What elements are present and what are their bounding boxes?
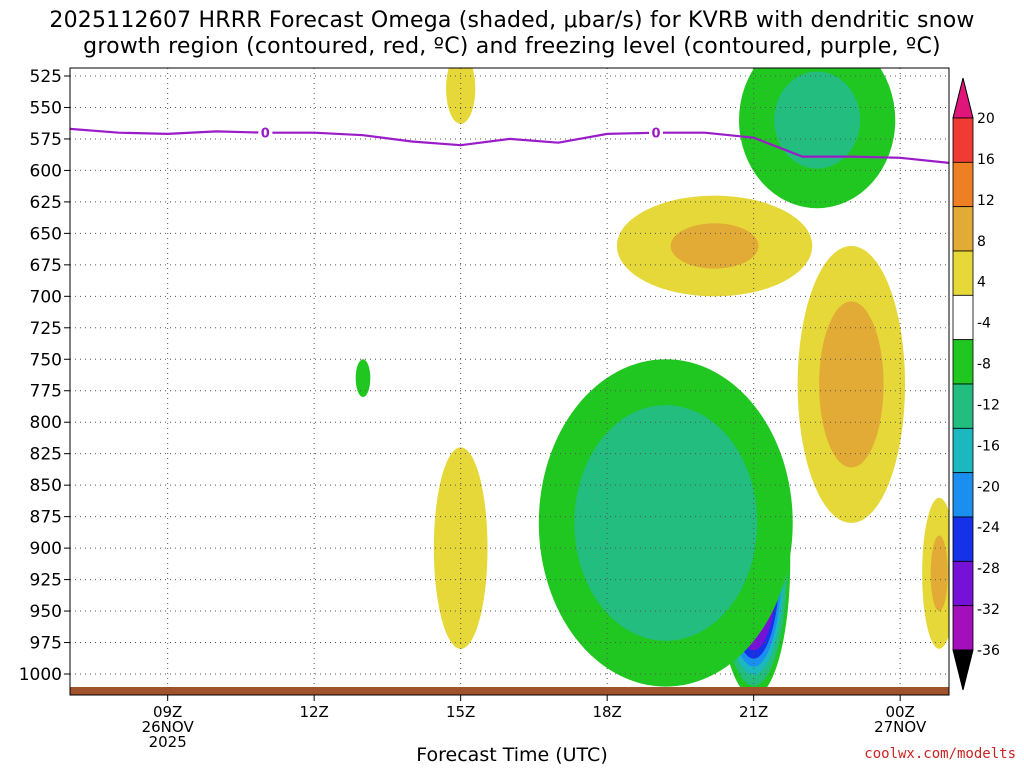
omega-colorbar: 20 16 12 8 4 -4 -8 -12 -16 -20 -24 -28 -32 -36	[952, 77, 1000, 691]
ascent-broad-level--12	[574, 405, 758, 641]
descent-right-low-level-8	[930, 535, 948, 612]
x-tick-label-9-0: 09Z	[153, 703, 182, 721]
colorbar-swatch--24	[952, 516, 974, 562]
colorbar-label--32: -32	[977, 602, 1000, 618]
y-tick-label-700: 700	[30, 287, 62, 307]
descent-upper-level-8	[670, 223, 759, 269]
chart-title-line-1: 2025112607 HRRR Forecast Omega (shaded, …	[49, 8, 975, 33]
x-tick-label-21-0: 21Z	[739, 703, 768, 721]
colorbar-swatch--12	[952, 383, 974, 429]
x-tick-label-24-0: 00Z	[885, 703, 914, 721]
colorbar-label-12: 12	[977, 193, 995, 209]
x-axis-title: Forecast Time (UTC)	[416, 744, 608, 766]
y-tick-label-800: 800	[30, 413, 62, 433]
colorbar-swatch--28	[952, 560, 974, 607]
omega-shading	[355, 68, 949, 695]
ascent-small-level--8	[355, 359, 371, 398]
colorbar-label-16: 16	[977, 152, 995, 168]
freezing-label-bg	[649, 124, 663, 140]
colorbar-label--4: -4	[977, 316, 991, 332]
upper-ascent-level--12	[774, 71, 861, 169]
colorbar-label--12: -12	[977, 397, 1000, 413]
y-tick-label-1000: 1000	[19, 665, 62, 685]
chart-title-line-2: growth region (contoured, red, ºC) and f…	[83, 34, 941, 59]
colorbar-swatch--4	[952, 294, 974, 341]
colorbar-label--36: -36	[977, 643, 1000, 659]
descent-mid-level-8	[819, 301, 884, 468]
x-tick-label-15-0: 15Z	[446, 703, 475, 721]
colorbar-swatch-8	[952, 206, 974, 252]
x-tick-label-9-2: 2025	[149, 733, 187, 751]
colorbar-swatch--20	[952, 472, 974, 518]
y-tick-label-725: 725	[30, 319, 62, 339]
colorbar-swatch--32	[952, 605, 974, 651]
x-tick-label-12-0: 12Z	[299, 703, 328, 721]
y-tick-label-575: 575	[30, 130, 62, 150]
colorbar-label-20: 20	[977, 111, 995, 127]
y-tick-label-750: 750	[30, 350, 62, 370]
colorbar-bottom-arrow	[952, 649, 974, 691]
y-tick-label-600: 600	[30, 161, 62, 181]
freezing-level-label: 0	[261, 127, 270, 142]
colorbar-top-arrow	[952, 77, 974, 119]
colorbar-swatch-12	[952, 161, 974, 208]
colorbar-label--16: -16	[977, 438, 1000, 454]
y-tick-label-825: 825	[30, 445, 62, 465]
x-tick-label-18-0: 18Z	[592, 703, 621, 721]
freezing-level-line	[70, 127, 949, 164]
y-tick-label-675: 675	[30, 256, 62, 276]
y-tick-label-900: 900	[30, 539, 62, 559]
colorbar-label--8: -8	[977, 357, 991, 373]
colorbar-label--28: -28	[977, 561, 1000, 577]
descent-top-level-4	[446, 68, 476, 124]
pressure-axis: 525 550 575 600 625 650 675 700 725 750 775 800 825 8…	[19, 67, 70, 685]
colorbar-label--24: -24	[977, 520, 1000, 536]
y-tick-label-850: 850	[30, 476, 62, 496]
y-tick-label-550: 550	[30, 98, 62, 118]
y-tick-label-875: 875	[30, 508, 62, 528]
y-tick-label-950: 950	[30, 602, 62, 622]
y-tick-label-775: 775	[30, 382, 62, 402]
x-tick-label-9-1: 26NOV	[142, 718, 195, 736]
colorbar-swatch-4	[952, 250, 974, 296]
freezing-level-label: 0	[651, 127, 660, 142]
colorbar-swatch--8	[952, 339, 974, 385]
y-tick-label-525: 525	[30, 67, 62, 87]
y-tick-label-625: 625	[30, 193, 62, 213]
y-tick-label-975: 975	[30, 634, 62, 654]
x-tick-label-24-1: 27NOV	[874, 718, 927, 736]
colorbar-swatch-16	[952, 117, 974, 163]
colorbar-label-8: 8	[977, 234, 986, 250]
plot-frame	[69, 67, 950, 696]
source-credit[interactable]: coolwx.com/modelts	[864, 746, 1016, 762]
colorbar-swatch--16	[952, 427, 974, 474]
y-tick-label-925: 925	[30, 571, 62, 591]
colorbar-label-4: 4	[977, 275, 986, 291]
y-tick-label-650: 650	[30, 224, 62, 244]
freezing-label-bg	[258, 124, 273, 140]
surface-ground-bar	[70, 687, 949, 695]
colorbar-label--20: -20	[977, 479, 1000, 495]
